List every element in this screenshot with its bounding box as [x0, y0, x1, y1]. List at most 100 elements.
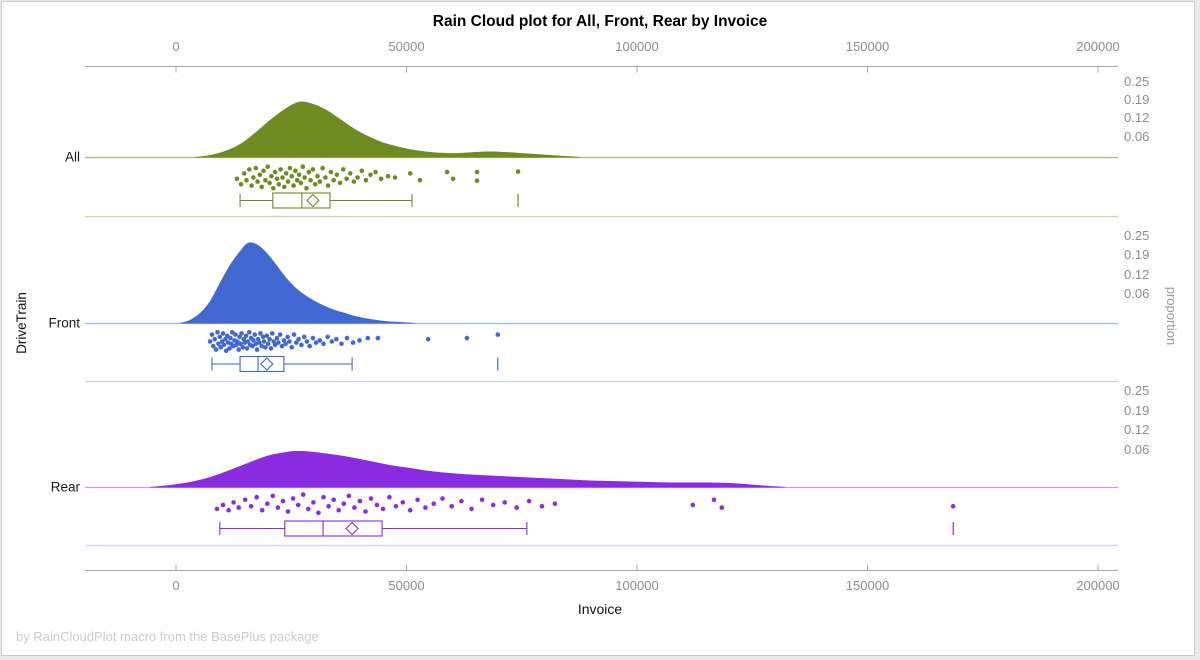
rain-dot-front: [219, 339, 225, 344]
density-cloud-front: [180, 242, 415, 324]
rain-dot-all: [323, 175, 328, 180]
rain-dot-all: [348, 171, 353, 176]
bottom-axis-tick-label: 100000: [615, 578, 658, 593]
rain-dot-front: [325, 334, 331, 340]
rain-dot-rear: [311, 500, 316, 505]
rain-dot-all: [302, 175, 307, 180]
rain-dot-rear: [248, 504, 254, 509]
rain-dot-rear: [415, 497, 420, 503]
rain-dot-all: [355, 175, 360, 180]
rain-dot-all: [392, 175, 398, 180]
rain-dot-all: [272, 169, 278, 175]
rain-dot-front: [344, 335, 350, 341]
rain-dot-front: [321, 341, 326, 347]
rain-dot-front: [265, 341, 271, 347]
rain-dot-all: [244, 177, 249, 183]
rain-dot-rear: [552, 501, 558, 507]
rain-dot-rear: [321, 494, 326, 500]
rain-dot-front: [235, 339, 240, 344]
rain-dot-front: [240, 345, 246, 350]
box-front: [239, 355, 285, 373]
rain-dot-rear: [254, 494, 259, 500]
rain-dot-all: [300, 164, 306, 169]
rain-dot-all: [253, 165, 259, 171]
rain-dot-all: [274, 176, 280, 182]
rain-dot-rear: [341, 501, 347, 507]
rain-dot-front: [307, 343, 313, 349]
proportion-tick-label: 0.12: [1124, 267, 1149, 282]
rain-dot-front: [216, 341, 221, 347]
rain-dot-all: [283, 171, 289, 176]
rain-dot-all: [359, 168, 365, 174]
rain-dot-rear: [950, 504, 956, 509]
rain-dot-all: [363, 177, 369, 183]
rain-dot-front: [301, 334, 307, 340]
rain-dot-all: [450, 176, 456, 182]
rain-dot-all: [263, 177, 268, 183]
rain-dot-rear: [502, 500, 508, 505]
rain-dot-all: [368, 172, 373, 178]
y-axis-label: DriveTrain: [14, 292, 29, 354]
rain-dot-all: [308, 177, 313, 183]
rain-dot-rear: [275, 505, 281, 510]
rain-dot-front: [289, 345, 295, 350]
rain-dot-all: [265, 164, 271, 169]
rain-dot-all: [282, 184, 287, 190]
rain-dot-front: [251, 338, 256, 343]
rain-dot-all: [304, 186, 309, 191]
rain-dot-all: [259, 184, 265, 190]
rain-dot-front: [228, 335, 233, 341]
rain-dot-front: [283, 341, 289, 347]
rain-dot-all: [310, 167, 316, 172]
rain-dot-rear: [459, 498, 464, 504]
rain-dot-all: [306, 169, 312, 175]
rain-dot-front: [268, 346, 274, 351]
proportion-tick-label: 0.19: [1124, 403, 1149, 418]
rain-dot-front: [223, 336, 228, 342]
rain-dot-front: [259, 343, 265, 349]
box-rear: [284, 520, 383, 537]
rain-dot-front: [296, 336, 301, 342]
rain-dot-front: [313, 340, 319, 345]
bottom-axis-tick-label: 200000: [1076, 578, 1119, 593]
rain-dot-all: [325, 183, 331, 188]
rain-dot-front: [299, 342, 304, 348]
rain-dot-rear: [400, 500, 406, 505]
rain-dot-all: [344, 176, 349, 182]
rain-dot-front: [247, 330, 252, 335]
top-axis-tick-label: 200000: [1076, 39, 1119, 54]
rain-dot-front: [220, 331, 226, 336]
rain-dot-all: [296, 172, 302, 178]
rain-dot-front: [215, 330, 220, 335]
rain-dot-rear: [326, 504, 331, 509]
rain-dot-front: [250, 343, 255, 349]
rain-dot-rear: [280, 498, 286, 504]
rain-dot-front: [263, 345, 268, 350]
rain-dot-rear: [265, 501, 270, 507]
density-cloud-all: [194, 101, 580, 158]
rain-dot-rear: [539, 504, 545, 509]
proportion-axis-label: proportion: [1164, 286, 1179, 346]
rain-dot-front: [277, 332, 283, 337]
rain-dot-front: [227, 346, 232, 351]
rain-dot-rear: [393, 504, 399, 509]
rain-dot-all: [320, 165, 325, 171]
rain-dot-rear: [226, 507, 231, 513]
rain-dot-all: [249, 183, 254, 188]
rain-dot-front: [294, 340, 299, 345]
rain-dot-front: [238, 341, 243, 347]
rain-dot-rear: [423, 505, 428, 510]
footer-credit: by RainCloudPlot macro from the BasePlus…: [16, 629, 319, 644]
rain-dot-rear: [469, 506, 474, 512]
category-label-rear: Rear: [51, 480, 81, 495]
rain-dot-front: [260, 334, 266, 340]
rain-dot-all: [417, 177, 423, 183]
rain-dot-front: [239, 331, 244, 336]
rain-dot-all: [317, 179, 323, 184]
rain-dot-all: [251, 175, 256, 180]
rain-dot-rear: [526, 498, 532, 504]
rain-dot-front: [243, 333, 249, 339]
rain-dot-rear: [316, 510, 321, 516]
